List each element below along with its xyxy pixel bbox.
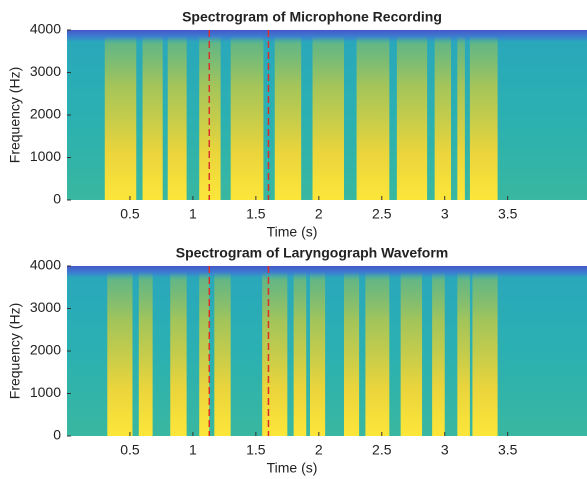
voiced-segment [457,272,470,436]
x-tick-label: 3.5 [498,206,518,222]
x-tick-label: 1.5 [246,442,266,458]
y-tick-label: 1000 [30,384,61,400]
voiced-segment [312,36,344,200]
voiced-segment [457,36,465,200]
y-tick-label: 0 [53,191,61,207]
voiced-segment [293,272,307,436]
voiced-segment [365,272,390,436]
chart-title: Spectrogram of Laryngograph Waveform [176,245,449,261]
y-tick-label: 4000 [30,21,61,37]
x-tick-label: 2.5 [372,206,392,222]
x-tick-label: 3 [441,206,449,222]
x-tick-label: 2 [315,206,323,222]
x-axis-label: Time (s) [267,224,318,240]
x-tick-label: 0.5 [120,206,140,222]
y-tick-label: 1000 [30,148,61,164]
x-tick-label: 3.5 [498,442,518,458]
x-tick-label: 0.5 [120,442,140,458]
voiced-segment [167,36,187,200]
voiced-segment [274,36,302,200]
x-tick-label: 3 [441,442,449,458]
voiced-segment [170,272,187,436]
x-tick-label: 1 [189,442,197,458]
voiced-segment [396,36,428,200]
y-tick-label: 0 [53,427,61,443]
voiced-segment [400,272,423,436]
y-tick-label: 3000 [30,299,61,315]
voiced-segment [343,272,360,436]
y-tick-label: 4000 [30,257,61,273]
x-tick-label: 1 [189,206,197,222]
y-tick-label: 2000 [30,106,61,122]
y-axis-label: Frequency (Hz) [7,303,23,399]
x-tick-label: 2 [315,442,323,458]
plot-background [67,266,587,436]
voiced-segment [199,272,210,436]
voiced-segment [104,36,137,200]
voiced-segment [472,272,498,436]
voiced-segment [138,272,153,436]
chart-title: Spectrogram of Microphone Recording [182,9,442,25]
voiced-segment [310,272,326,436]
voiced-segment [262,272,288,436]
y-tick-label: 3000 [30,63,61,79]
voiced-segment [356,36,390,200]
x-tick-label: 2.5 [372,442,392,458]
voiced-segment [142,36,163,200]
voiced-segment [230,36,264,200]
voiced-segment [434,36,452,200]
x-tick-label: 1.5 [246,206,266,222]
voiced-segment [432,272,445,436]
x-axis-label: Time (s) [267,460,318,476]
y-axis-label: Frequency (Hz) [7,67,23,163]
y-tick-label: 2000 [30,342,61,358]
voiced-segment [214,272,231,436]
voiced-segment [107,272,133,436]
voiced-segment [469,36,498,200]
